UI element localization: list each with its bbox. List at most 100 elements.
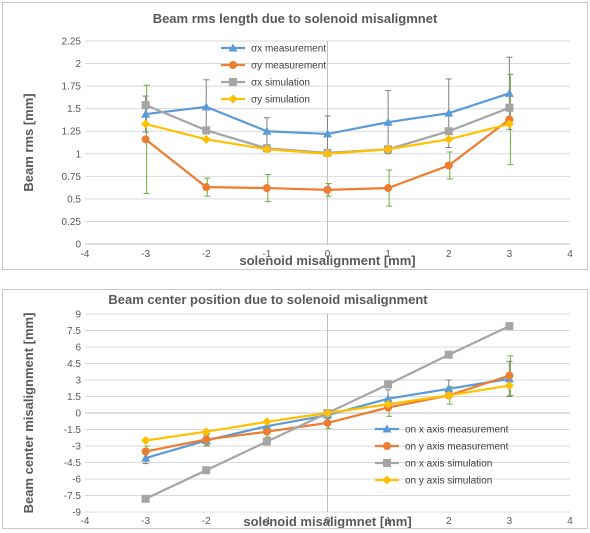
beam-center-chart-panel: Beam center position due to solenoid mis… xyxy=(2,289,588,529)
x-tick-label: -2 xyxy=(202,516,211,527)
data-point xyxy=(444,161,453,170)
y-tick-label: 1 xyxy=(75,149,81,160)
y-tick-label: -9 xyxy=(72,508,81,519)
legend-marker xyxy=(228,43,238,52)
data-point xyxy=(323,408,332,418)
data-point xyxy=(141,109,151,118)
data-point xyxy=(141,135,150,144)
legend-marker xyxy=(383,459,391,467)
x-tick-label: 1 xyxy=(385,516,391,527)
y-tick-label: 0 xyxy=(75,409,81,420)
data-point xyxy=(504,119,514,129)
legend-label: σy measurement xyxy=(251,61,326,72)
data-point xyxy=(323,149,332,159)
y-tick-label: 4.5 xyxy=(67,359,81,370)
legend-marker xyxy=(382,475,392,485)
x-tick-label: 0 xyxy=(325,516,331,527)
y-tick-label: 9 xyxy=(75,310,81,321)
beam-rms-chart-panel: Beam rms length due to solenoid misaligm… xyxy=(2,2,588,270)
legend-marker xyxy=(228,94,238,104)
data-point xyxy=(141,101,150,110)
y-tick-label: 0.75 xyxy=(62,172,82,183)
data-point xyxy=(202,466,211,475)
y-tick-label: 0.5 xyxy=(67,194,81,205)
legend-marker xyxy=(383,442,391,450)
beam-rms-chart: Beam rms length due to solenoid misaligm… xyxy=(21,11,573,268)
data-point xyxy=(262,126,272,135)
data-point xyxy=(202,435,211,444)
data-point xyxy=(323,185,332,194)
x-tick-label: 3 xyxy=(507,516,513,527)
data-point xyxy=(141,447,150,456)
data-point xyxy=(505,322,514,331)
data-point xyxy=(262,184,271,193)
beam-center-chart: Beam center position due to solenoid mis… xyxy=(21,292,573,529)
data-point xyxy=(262,144,272,154)
data-point xyxy=(505,371,514,380)
data-point xyxy=(383,144,393,154)
y-tick-label: -4.5 xyxy=(64,458,82,469)
x-tick-label: 4 xyxy=(567,516,573,527)
y-tick-label: -7.5 xyxy=(64,491,82,502)
legend-marker xyxy=(382,424,392,433)
legend-marker xyxy=(229,61,237,69)
data-point xyxy=(444,390,454,400)
data-point xyxy=(444,384,454,393)
chart-title: Beam center position due to solenoid mis… xyxy=(108,292,428,307)
y-tick-label: 1.75 xyxy=(62,82,82,93)
legend-label: on y axis measurement xyxy=(405,442,509,453)
y-tick-label: 3 xyxy=(75,376,81,387)
data-point xyxy=(262,437,271,446)
legend-label: on y axis simulation xyxy=(405,476,492,487)
y-tick-label: 6 xyxy=(75,343,81,354)
y-tick-label: -1.5 xyxy=(64,425,82,436)
x-tick-label: 0 xyxy=(325,249,331,260)
y-tick-label: 2.25 xyxy=(62,37,82,48)
chart-title: Beam rms length due to solenoid misaligm… xyxy=(153,11,438,26)
data-point xyxy=(262,417,272,427)
y-tick-label: 1.25 xyxy=(62,127,82,138)
x-tick-label: 2 xyxy=(446,249,452,260)
data-point xyxy=(202,183,211,192)
x-tick-label: -1 xyxy=(262,249,271,260)
y-tick-label: 1.5 xyxy=(67,392,81,403)
data-point xyxy=(383,399,393,409)
data-point xyxy=(505,115,514,124)
data-point xyxy=(444,350,453,359)
x-tick-label: 3 xyxy=(507,249,513,260)
legend-label: σx measurement xyxy=(251,44,326,55)
x-tick-label: -2 xyxy=(202,249,211,260)
y-tick-label: 7.5 xyxy=(67,326,81,337)
y-tick-label: 0.25 xyxy=(62,217,82,228)
x-tick-label: -4 xyxy=(81,516,90,527)
data-point xyxy=(141,436,151,445)
data-point xyxy=(383,117,393,126)
data-point xyxy=(262,427,271,436)
x-axis-label: solenoid misalignment [mm] xyxy=(239,253,415,268)
x-tick-label: -3 xyxy=(141,249,150,260)
x-tick-label: 1 xyxy=(385,249,391,260)
data-point xyxy=(323,418,332,427)
legend-label: on x axis measurement xyxy=(405,425,509,436)
legend-label: σy simulation xyxy=(251,95,310,106)
data-point xyxy=(201,102,211,111)
data-point xyxy=(323,129,332,138)
y-tick-label: -6 xyxy=(72,475,81,486)
data-point xyxy=(505,103,514,112)
y-tick-label: 1.5 xyxy=(67,104,81,115)
data-point xyxy=(384,380,393,389)
data-point xyxy=(444,108,454,117)
y-axis-label: Beam rms [mm] xyxy=(21,93,36,191)
data-point xyxy=(504,381,514,390)
x-tick-label: -1 xyxy=(262,516,271,527)
legend-label: on x axis simulation xyxy=(405,459,492,470)
data-point xyxy=(141,453,151,462)
x-tick-label: 4 xyxy=(567,249,573,260)
data-point xyxy=(201,134,211,144)
y-axis-label: Beam center misalignment [mm] xyxy=(21,313,36,514)
y-tick-label: -3 xyxy=(72,442,81,453)
data-point xyxy=(444,134,454,144)
data-point xyxy=(444,127,453,136)
data-point xyxy=(201,427,211,437)
